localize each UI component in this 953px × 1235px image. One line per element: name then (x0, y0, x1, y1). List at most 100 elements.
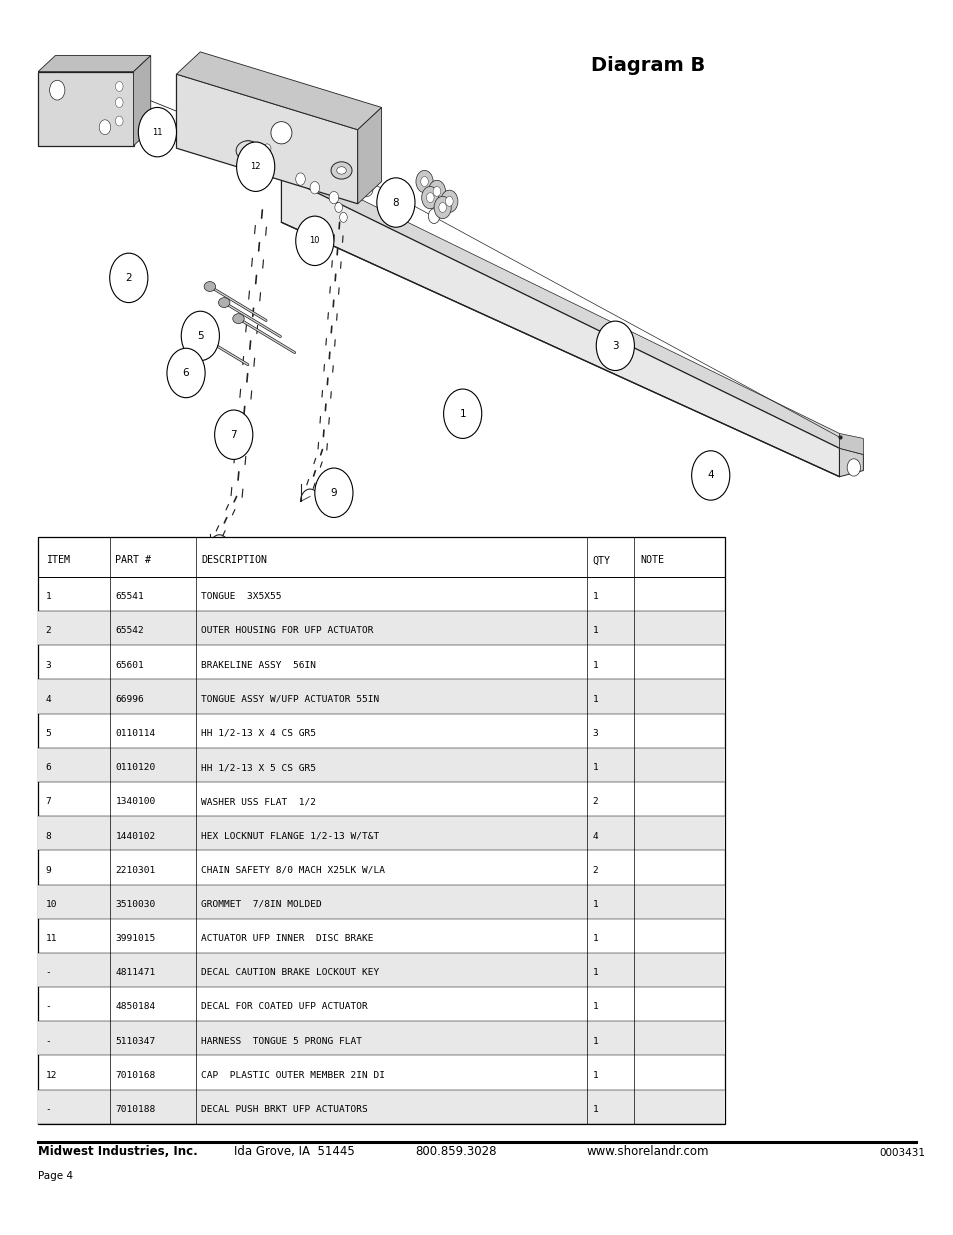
Text: 2: 2 (46, 626, 51, 636)
Text: 3: 3 (612, 341, 618, 351)
Circle shape (416, 170, 433, 193)
Circle shape (314, 468, 353, 517)
Text: 66996: 66996 (115, 695, 144, 704)
Text: 7010188: 7010188 (115, 1105, 155, 1114)
Bar (38, 1089, 724, 1124)
Circle shape (110, 253, 148, 303)
Text: -: - (46, 968, 51, 977)
Circle shape (445, 196, 453, 206)
Bar (38, 953, 724, 987)
Text: DESCRIPTION: DESCRIPTION (201, 556, 267, 566)
Circle shape (115, 116, 123, 126)
Text: 2: 2 (126, 273, 132, 283)
Bar (38, 611, 724, 645)
Polygon shape (176, 52, 381, 130)
Bar (38, 679, 724, 714)
Ellipse shape (331, 162, 352, 179)
Ellipse shape (218, 298, 230, 308)
Text: WASHER USS FLAT  1/2: WASHER USS FLAT 1/2 (201, 798, 316, 806)
Circle shape (433, 186, 440, 196)
Ellipse shape (233, 314, 244, 324)
Circle shape (434, 196, 451, 219)
Text: -: - (46, 1105, 51, 1114)
Ellipse shape (236, 141, 259, 161)
Text: 7: 7 (46, 798, 51, 806)
Text: 0110114: 0110114 (115, 729, 155, 739)
Text: 2210301: 2210301 (115, 866, 155, 874)
Polygon shape (839, 448, 862, 477)
Text: 1: 1 (592, 626, 598, 636)
Text: 1: 1 (592, 695, 598, 704)
Text: 5: 5 (46, 729, 51, 739)
Text: 10: 10 (309, 236, 320, 246)
Circle shape (99, 120, 111, 135)
Circle shape (335, 203, 342, 212)
Text: 7010168: 7010168 (115, 1071, 155, 1079)
Bar (38, 1021, 724, 1056)
Text: 65542: 65542 (115, 626, 144, 636)
Bar (38, 72, 133, 146)
Circle shape (115, 82, 123, 91)
Text: 1: 1 (592, 763, 598, 772)
Text: HEX LOCKNUT FLANGE 1/2-13 W/T&T: HEX LOCKNUT FLANGE 1/2-13 W/T&T (201, 831, 379, 841)
Circle shape (236, 142, 274, 191)
Text: 1: 1 (592, 1003, 598, 1011)
Text: BRAKELINE ASSY  56IN: BRAKELINE ASSY 56IN (201, 661, 316, 669)
Polygon shape (281, 175, 839, 477)
Text: TONGUE  3X5X55: TONGUE 3X5X55 (201, 593, 281, 601)
Text: -: - (46, 1003, 51, 1011)
Text: NOTE: NOTE (639, 556, 663, 566)
Text: 6: 6 (183, 368, 189, 378)
Text: 1: 1 (592, 900, 598, 909)
Text: Diagram B: Diagram B (591, 56, 705, 74)
Ellipse shape (271, 122, 292, 144)
Text: 1340100: 1340100 (115, 798, 155, 806)
Circle shape (596, 321, 634, 370)
Text: 3991015: 3991015 (115, 934, 155, 944)
Text: 8: 8 (46, 831, 51, 841)
Circle shape (329, 191, 338, 204)
Text: PART #: PART # (115, 556, 152, 566)
Ellipse shape (194, 331, 206, 341)
Text: 12: 12 (250, 162, 261, 172)
Text: 3: 3 (592, 729, 598, 739)
Circle shape (50, 80, 65, 100)
Circle shape (339, 212, 347, 222)
Circle shape (181, 311, 219, 361)
Text: 4850184: 4850184 (115, 1003, 155, 1011)
Text: 8: 8 (393, 198, 398, 207)
Polygon shape (839, 433, 862, 454)
Bar (38, 884, 724, 919)
Bar (38, 748, 724, 782)
Circle shape (426, 193, 434, 203)
Text: GROMMET  7/8IN MOLDED: GROMMET 7/8IN MOLDED (201, 900, 322, 909)
Text: OUTER HOUSING FOR UFP ACTUATOR: OUTER HOUSING FOR UFP ACTUATOR (201, 626, 374, 636)
Text: 1: 1 (592, 593, 598, 601)
Polygon shape (133, 56, 151, 146)
Text: 5: 5 (197, 331, 203, 341)
Text: 5110347: 5110347 (115, 1036, 155, 1046)
Circle shape (428, 180, 445, 203)
Text: 1: 1 (459, 409, 465, 419)
Bar (38, 816, 724, 851)
Text: 1: 1 (592, 1071, 598, 1079)
Text: TONGUE ASSY W/UFP ACTUATOR 55IN: TONGUE ASSY W/UFP ACTUATOR 55IN (201, 695, 379, 704)
Polygon shape (281, 161, 839, 448)
Text: HARNESS  TONGUE 5 PRONG FLAT: HARNESS TONGUE 5 PRONG FLAT (201, 1036, 362, 1046)
Text: 10: 10 (46, 900, 57, 909)
Text: 6: 6 (46, 763, 51, 772)
Polygon shape (357, 107, 381, 204)
Polygon shape (38, 56, 151, 72)
Ellipse shape (336, 167, 346, 174)
Text: ACTUATOR UFP INNER  DISC BRAKE: ACTUATOR UFP INNER DISC BRAKE (201, 934, 374, 944)
Text: 4: 4 (592, 831, 598, 841)
Circle shape (115, 98, 123, 107)
Circle shape (421, 186, 438, 209)
Text: HH 1/2-13 X 4 CS GR5: HH 1/2-13 X 4 CS GR5 (201, 729, 316, 739)
Text: 0003431: 0003431 (879, 1149, 924, 1158)
Text: CHAIN SAFETY 8/0 MACH X25LK W/LA: CHAIN SAFETY 8/0 MACH X25LK W/LA (201, 866, 385, 874)
Text: Midwest Industries, Inc.: Midwest Industries, Inc. (38, 1145, 197, 1158)
Text: 1440102: 1440102 (115, 831, 155, 841)
Circle shape (295, 173, 305, 185)
Text: 0110120: 0110120 (115, 763, 155, 772)
